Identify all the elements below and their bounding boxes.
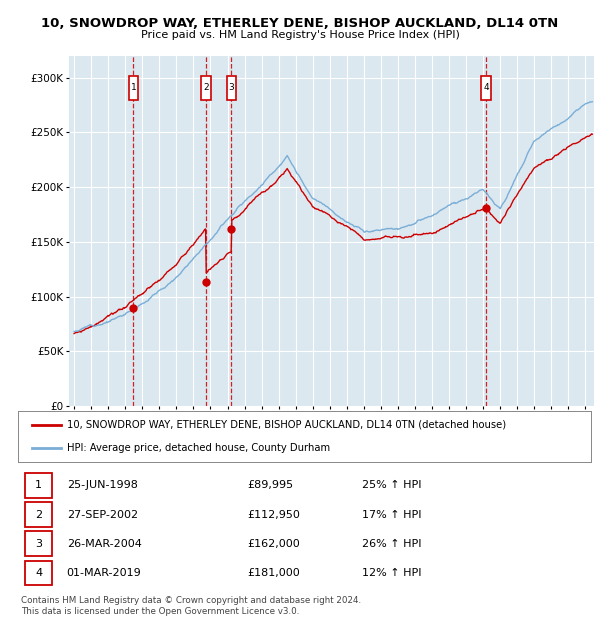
Text: 1: 1 [35,480,42,490]
Text: £181,000: £181,000 [247,568,300,578]
Text: 25% ↑ HPI: 25% ↑ HPI [362,480,421,490]
Text: 26% ↑ HPI: 26% ↑ HPI [362,539,421,549]
Text: Contains HM Land Registry data © Crown copyright and database right 2024.
This d: Contains HM Land Registry data © Crown c… [21,596,361,616]
Text: 27-SEP-2002: 27-SEP-2002 [67,510,138,520]
Text: Price paid vs. HM Land Registry's House Price Index (HPI): Price paid vs. HM Land Registry's House … [140,30,460,40]
Text: 10, SNOWDROP WAY, ETHERLEY DENE, BISHOP AUCKLAND, DL14 0TN (detached house): 10, SNOWDROP WAY, ETHERLEY DENE, BISHOP … [67,420,506,430]
Text: 2: 2 [203,83,209,92]
Text: 4: 4 [35,568,42,578]
FancyBboxPatch shape [202,76,211,100]
FancyBboxPatch shape [25,560,52,585]
Text: HPI: Average price, detached house, County Durham: HPI: Average price, detached house, Coun… [67,443,330,453]
Text: 1: 1 [131,83,136,92]
FancyBboxPatch shape [227,76,236,100]
Text: 3: 3 [229,83,235,92]
Text: 25-JUN-1998: 25-JUN-1998 [67,480,137,490]
Text: £89,995: £89,995 [247,480,293,490]
Text: 17% ↑ HPI: 17% ↑ HPI [362,510,421,520]
Text: £162,000: £162,000 [247,539,300,549]
Text: 01-MAR-2019: 01-MAR-2019 [67,568,142,578]
Text: £112,950: £112,950 [247,510,300,520]
Text: 4: 4 [483,83,489,92]
FancyBboxPatch shape [25,502,52,527]
Text: 26-MAR-2004: 26-MAR-2004 [67,539,142,549]
FancyBboxPatch shape [129,76,138,100]
FancyBboxPatch shape [481,76,491,100]
Text: 10, SNOWDROP WAY, ETHERLEY DENE, BISHOP AUCKLAND, DL14 0TN: 10, SNOWDROP WAY, ETHERLEY DENE, BISHOP … [41,17,559,30]
FancyBboxPatch shape [25,473,52,498]
Text: 3: 3 [35,539,42,549]
FancyBboxPatch shape [25,531,52,556]
Text: 12% ↑ HPI: 12% ↑ HPI [362,568,421,578]
Text: 2: 2 [35,510,42,520]
